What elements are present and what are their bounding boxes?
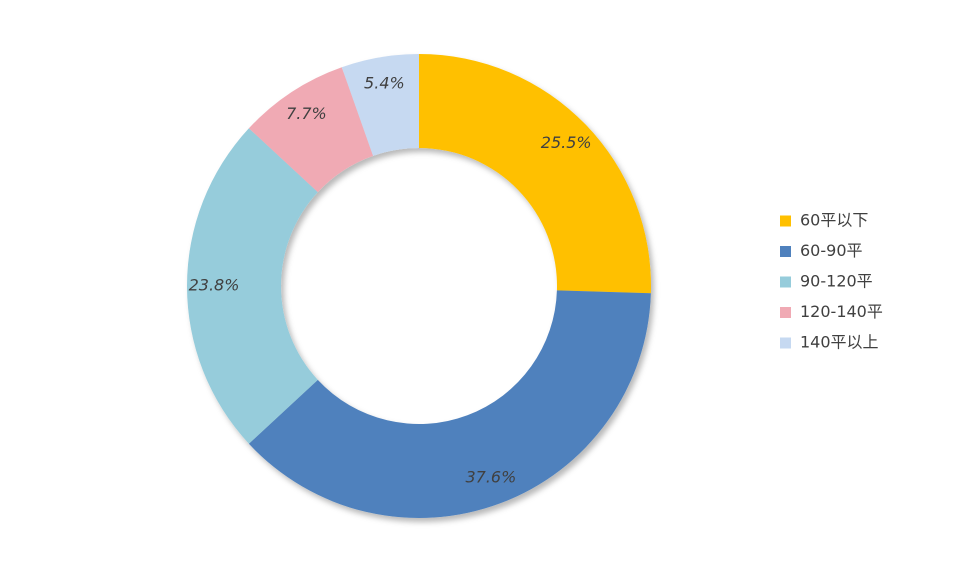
legend-swatch <box>780 215 791 227</box>
slice-label-60-90-1: 37.6% <box>465 467 516 486</box>
legend-item-90-120-2: 90-120平 <box>780 272 873 291</box>
slices-group <box>187 54 651 518</box>
slice-label-140-4: 5.4% <box>364 73 405 92</box>
legend-swatch <box>780 246 791 257</box>
legend-label: 90-120平 <box>800 272 873 291</box>
slice-120-140-3 <box>248 67 374 193</box>
legend-item-140-4: 140平以上 <box>780 333 879 352</box>
slice-60-0 <box>419 54 651 294</box>
legend-swatch <box>780 276 791 288</box>
slice-140-4 <box>341 54 419 156</box>
legend-label: 60平以下 <box>800 211 868 230</box>
legend-item-120-140-3: 120-140平 <box>780 302 883 321</box>
legend-item-60-90-1: 60-90平 <box>780 241 863 260</box>
legend-label: 60-90平 <box>800 241 863 260</box>
legend: 60平以下 60-90平 90-120平 120-140平 140平以上 <box>780 211 883 352</box>
labels-group: 25.5% 37.6% 23.8% 7.7% 5.4% <box>189 73 592 486</box>
slice-label-120-140-3: 7.7% <box>286 104 327 123</box>
legend-item-60-0: 60平以下 <box>780 211 868 230</box>
slice-90-120-2 <box>187 128 318 444</box>
legend-label: 140平以上 <box>800 333 879 352</box>
slice-60-90-1 <box>248 290 651 518</box>
legend-swatch <box>780 307 791 318</box>
legend-label: 120-140平 <box>800 302 883 321</box>
slice-label-90-120-2: 23.8% <box>189 276 240 295</box>
legend-swatch <box>780 337 791 349</box>
slice-label-60-0: 25.5% <box>541 133 592 152</box>
